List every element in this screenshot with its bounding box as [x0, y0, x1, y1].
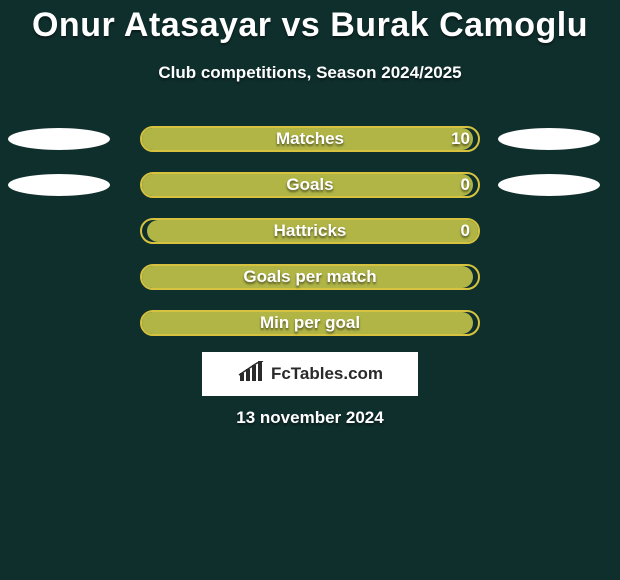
comparison-card: Onur Atasayar vs Burak Camoglu Club comp… — [0, 0, 620, 580]
stat-row: Goals per match — [0, 254, 620, 300]
player-right-oval — [498, 128, 600, 150]
subtitle: Club competitions, Season 2024/2025 — [0, 63, 620, 83]
stat-value-right: 0 — [461, 162, 470, 208]
watermark: FcTables.com — [202, 352, 418, 396]
stat-bar: Min per goal — [140, 310, 480, 336]
stat-bar: Matches — [140, 126, 480, 152]
stat-bar: Goals per match — [140, 264, 480, 290]
bars-icon — [237, 361, 265, 388]
stat-label: Goals per match — [140, 264, 480, 290]
stat-label: Min per goal — [140, 310, 480, 336]
stat-row: Min per goal — [0, 300, 620, 346]
page-title: Onur Atasayar vs Burak Camoglu — [0, 0, 620, 45]
stat-row: Goals0 — [0, 162, 620, 208]
player-right-oval — [498, 174, 600, 196]
stat-row: Hattricks0 — [0, 208, 620, 254]
stat-bar: Goals — [140, 172, 480, 198]
stat-bar: Hattricks — [140, 218, 480, 244]
stat-rows: Matches10Goals0Hattricks0Goals per match… — [0, 116, 620, 346]
watermark-text: FcTables.com — [271, 364, 383, 384]
player-left-oval — [8, 128, 110, 150]
player-left-oval — [8, 174, 110, 196]
stat-label: Matches — [140, 126, 480, 152]
stat-label: Hattricks — [140, 218, 480, 244]
stat-value-right: 10 — [451, 116, 470, 162]
date-label: 13 november 2024 — [0, 408, 620, 428]
stat-value-right: 0 — [461, 208, 470, 254]
stat-row: Matches10 — [0, 116, 620, 162]
stat-label: Goals — [140, 172, 480, 198]
